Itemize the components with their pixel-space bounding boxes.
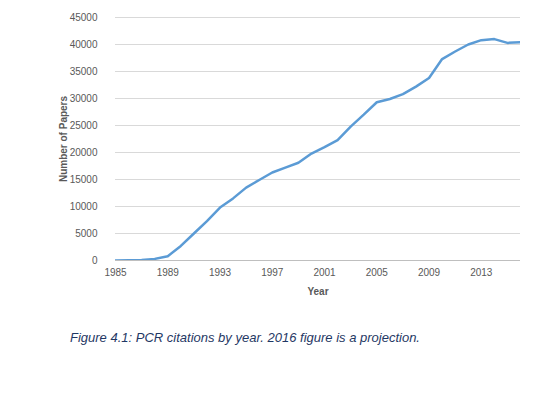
svg-text:2005: 2005	[366, 267, 389, 278]
svg-text:Number of Papers: Number of Papers	[58, 95, 69, 182]
svg-text:35000: 35000	[70, 66, 98, 77]
svg-text:30000: 30000	[70, 93, 98, 104]
svg-text:1993: 1993	[209, 267, 232, 278]
svg-text:5000: 5000	[75, 228, 98, 239]
html-text:Figure 4.1: PCR citations by y: Figure 4.1: PCR citations by year. 2016 …	[70, 330, 420, 345]
svg-text:0: 0	[92, 255, 98, 266]
svg-text:Year: Year	[307, 286, 328, 297]
svg-text:20000: 20000	[70, 147, 98, 158]
svg-text:1989: 1989	[157, 267, 180, 278]
svg-text:15000: 15000	[70, 174, 98, 185]
svg-text:1997: 1997	[261, 267, 284, 278]
svg-text:45000: 45000	[70, 12, 98, 23]
svg-text:25000: 25000	[70, 120, 98, 131]
svg-text:2013: 2013	[470, 267, 493, 278]
svg-text:1985: 1985	[104, 267, 127, 278]
svg-text:40000: 40000	[70, 39, 98, 50]
svg-text:2001: 2001	[313, 267, 336, 278]
svg-text:2009: 2009	[418, 267, 441, 278]
svg-text:10000: 10000	[70, 201, 98, 212]
